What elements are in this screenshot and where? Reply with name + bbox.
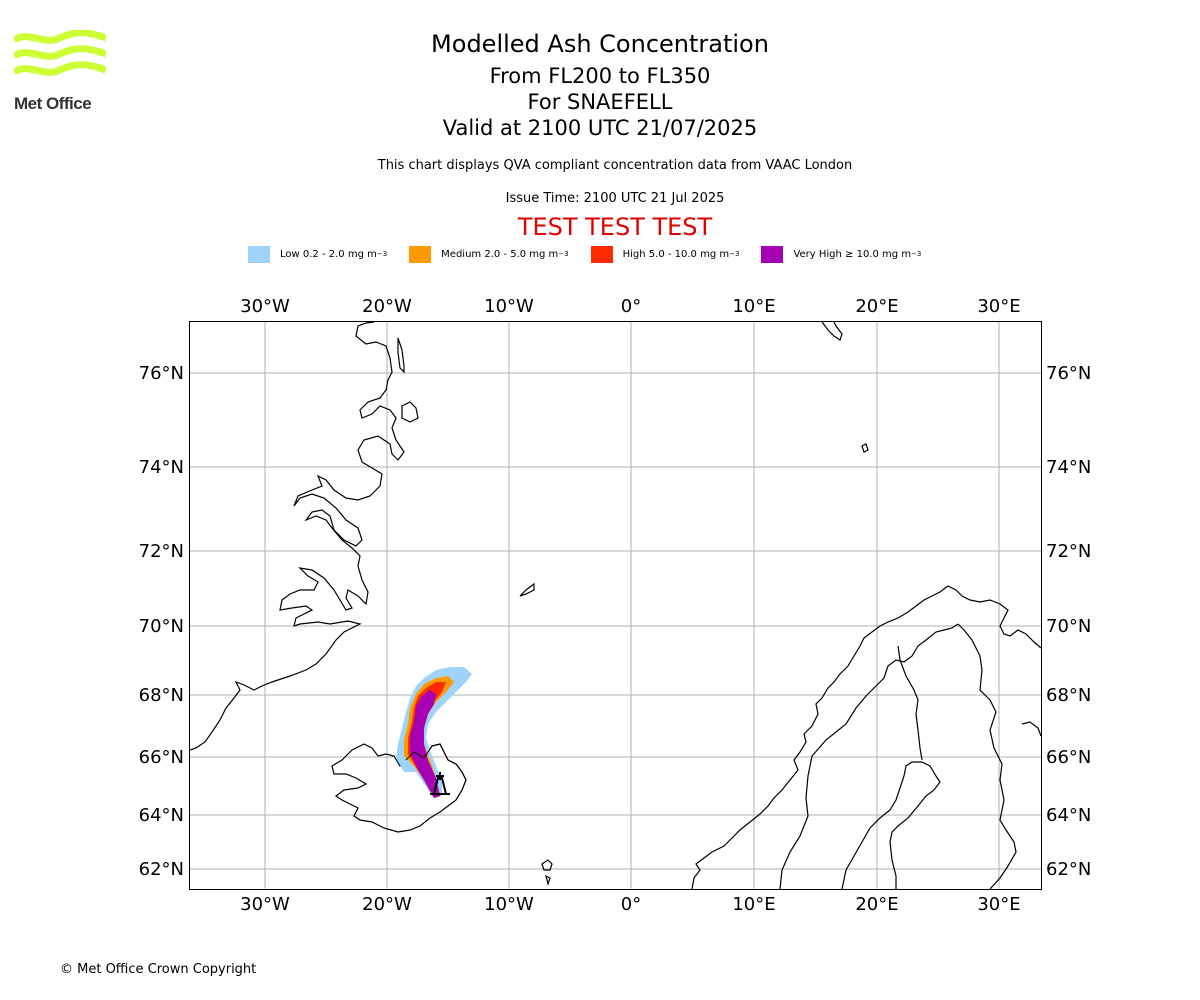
- legend-swatch-medium: [409, 245, 432, 263]
- lon-label-bottom: 10°W: [484, 894, 534, 915]
- border-finland-russia: [957, 623, 1017, 890]
- met-office-wave-icon: [12, 29, 108, 76]
- longitude-labels: 30°W 20°W 10°W 0° 10°E 20°E 30°E 30°W 20…: [240, 296, 1020, 915]
- chart-description: This chart displays QVA compliant concen…: [377, 158, 853, 173]
- coast-faroe: [541, 859, 553, 887]
- legend-item-low: Low 0.2 - 2.0 mg m −3: [248, 245, 388, 263]
- lat-label-left: 74°N: [139, 457, 184, 478]
- met-office-logo: Met Office: [12, 29, 108, 114]
- legend-swatch-low: [248, 245, 270, 263]
- issue-time: Issue Time: 2100 UTC 21 Jul 2025: [505, 191, 725, 206]
- lon-label-top: 30°E: [977, 296, 1020, 317]
- lon-label-top: 10°W: [484, 296, 534, 317]
- lat-label-right: 72°N: [1046, 541, 1091, 562]
- lat-label-left: 62°N: [139, 859, 184, 880]
- latitude-labels: 76°N 74°N 72°N 70°N 68°N 66°N 64°N 62°N …: [139, 363, 1092, 880]
- copyright: © Met Office Crown Copyright: [60, 962, 257, 977]
- legend-label-medium: Medium 2.0 - 5.0 mg m: [441, 248, 559, 260]
- test-banner: TEST TEST TEST: [517, 213, 713, 241]
- legend-swatch-high: [590, 245, 613, 263]
- lon-label-bottom: 10°E: [732, 894, 775, 915]
- lat-label-left: 68°N: [139, 685, 184, 706]
- lon-label-bottom: 30°W: [240, 894, 290, 915]
- graticule: [190, 322, 1041, 889]
- lat-label-left: 66°N: [139, 747, 184, 768]
- lat-label-right: 76°N: [1046, 363, 1091, 384]
- coast-kola: [1021, 721, 1042, 737]
- coast-greenland-inner: [397, 337, 405, 374]
- border-sweden-finland: [897, 645, 923, 761]
- legend-exponent: −3: [376, 250, 388, 258]
- legend-label-high: High 5.0 - 10.0 mg m: [622, 248, 730, 260]
- coast-greenland-island: [401, 401, 419, 423]
- legend-swatch-very-high: [761, 245, 784, 263]
- lat-label-left: 64°N: [139, 805, 184, 826]
- lon-label-bottom: 20°W: [362, 894, 412, 915]
- flight-levels: From FL200 to FL350: [489, 64, 711, 88]
- valid-time: Valid at 2100 UTC 21/07/2025: [442, 116, 758, 140]
- volcano-icon: [430, 772, 450, 795]
- lon-label-top: 0°: [621, 296, 641, 317]
- legend-exponent: −3: [729, 250, 740, 258]
- lat-label-right: 74°N: [1046, 457, 1091, 478]
- lon-label-bottom: 20°E: [855, 894, 898, 915]
- lat-label-right: 70°N: [1046, 616, 1091, 637]
- legend: Low 0.2 - 2.0 mg m −3 Medium 2.0 - 5.0 mg…: [248, 244, 943, 264]
- lon-label-top: 20°E: [855, 296, 898, 317]
- lat-label-right: 64°N: [1046, 805, 1091, 826]
- coast-gulf-bothnia: [841, 761, 941, 890]
- lon-label-top: 20°W: [362, 296, 412, 317]
- lon-label-bottom: 30°E: [977, 894, 1020, 915]
- logo-text: Met Office: [14, 94, 92, 113]
- coast-iceland-overlay: [405, 743, 467, 801]
- map-frame: [189, 321, 1042, 890]
- lat-label-right: 68°N: [1046, 685, 1091, 706]
- legend-item-very-high: Very High ≥ 10.0 mg m −3: [761, 245, 922, 263]
- lon-label-top: 10°E: [732, 296, 775, 317]
- ash-very-high: [410, 690, 440, 798]
- volcano-name: For SNAEFELL: [527, 90, 673, 114]
- legend-exponent: −3: [558, 250, 569, 258]
- lat-label-left: 76°N: [139, 363, 184, 384]
- coast-jan-mayen: [519, 582, 535, 597]
- ash-plume: [396, 667, 472, 798]
- coast-bear-island: [861, 443, 869, 453]
- legend-exponent: −3: [911, 250, 922, 258]
- coastlines: [189, 321, 1042, 890]
- coast-norway: [691, 585, 1042, 890]
- coast-svalbard: [821, 321, 843, 341]
- lat-label-left: 70°N: [139, 616, 184, 637]
- legend-item-high: High 5.0 - 10.0 mg m −3: [590, 245, 740, 263]
- lon-label-bottom: 0°: [621, 894, 641, 915]
- legend-item-medium: Medium 2.0 - 5.0 mg m −3: [409, 245, 569, 263]
- border-norway-sweden: [779, 623, 959, 890]
- lon-label-top: 30°W: [240, 296, 290, 317]
- chart-title: Modelled Ash Concentration: [431, 30, 769, 58]
- lat-label-left: 72°N: [139, 541, 184, 562]
- coast-greenland: [189, 321, 405, 751]
- legend-label-very-high: Very High ≥ 10.0 mg m: [793, 248, 912, 260]
- lat-label-right: 66°N: [1046, 747, 1091, 768]
- lat-label-right: 62°N: [1046, 859, 1091, 880]
- legend-label-low: Low 0.2 - 2.0 mg m: [280, 248, 377, 260]
